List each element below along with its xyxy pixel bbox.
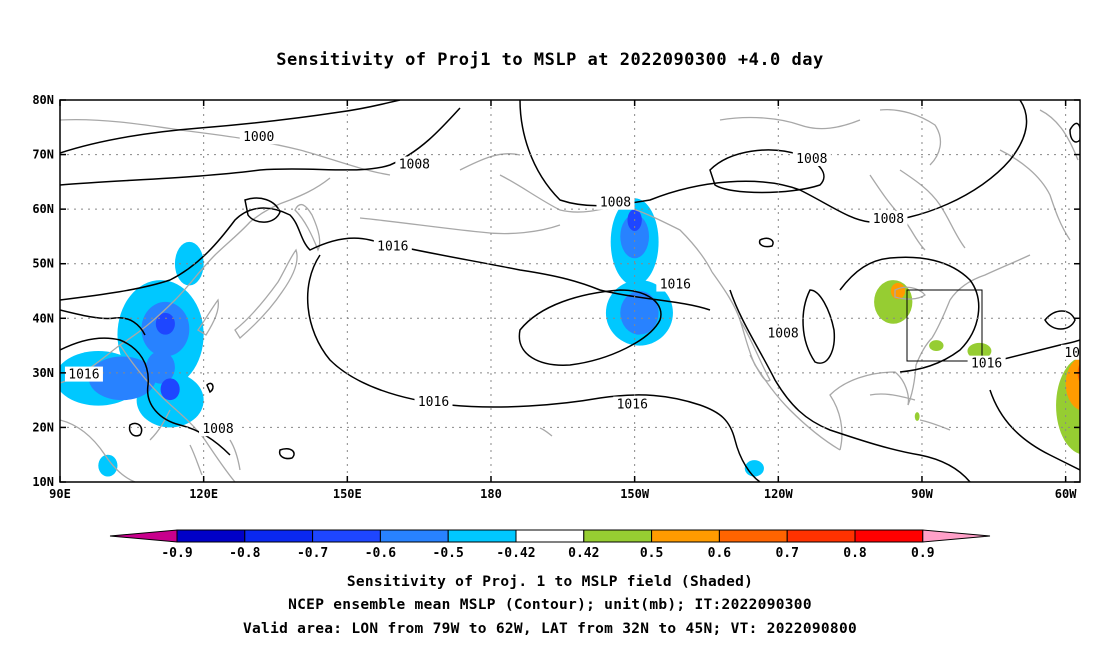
contour-label-bg-1 [395, 156, 434, 172]
colorbar-label-11: 0.9 [911, 546, 934, 561]
lat-label-0: 10N [32, 475, 54, 489]
shade-region-18 [967, 342, 992, 360]
colorbar-label-2: -0.7 [297, 546, 328, 561]
lon-label-1: 120E [189, 487, 218, 501]
colorbar-label-8: 0.6 [708, 546, 732, 561]
contour-label-3: 1008 [796, 152, 827, 167]
colorbar-label-7: 0.5 [640, 546, 663, 561]
caption-valid-area: Valid area: LON from 79W to 62W, LAT fro… [242, 621, 858, 637]
contour-label-9: 1016 [617, 398, 648, 413]
shade-region-7 [155, 312, 175, 335]
shade-region-12 [620, 214, 650, 259]
shade-region-9 [98, 454, 118, 477]
contour-label-13: 1016 [1064, 346, 1095, 361]
colorbar-label-10: 0.8 [843, 546, 867, 561]
lat-label-6: 70N [32, 148, 54, 162]
lon-label-3: 180 [480, 487, 502, 501]
contour-label-bg-8 [414, 393, 453, 409]
contour-labels: 1000 1008 1008 1008 1008 1016 1016 1016 1016 1016… [64, 129, 1095, 437]
contour-label-12: 1016 [971, 357, 1002, 372]
contour-label-bg-10 [764, 325, 803, 341]
shade-region-8 [160, 378, 180, 401]
shade-region-3 [136, 372, 204, 428]
caption-shaded: Sensitivity of Proj. 1 to MSLP field (Sh… [346, 574, 754, 590]
lon-label-2: 150E [333, 487, 362, 501]
contour-label-bg-11 [199, 421, 238, 437]
colorbar: -0.9 -0.8 -0.7 -0.6 -0.5 -0.42 0.42 0.5 0.6 0.7 0.… [109, 529, 991, 561]
shade-region-6 [146, 351, 175, 384]
lon-label-5: 120W [764, 487, 794, 501]
contour-label-bg-6 [656, 276, 695, 292]
colorbar-arrow-left [109, 529, 178, 543]
colorbar-box-9 [786, 529, 856, 543]
contour-label-bg-9 [613, 396, 652, 412]
lat-label-7: 80N [32, 93, 54, 107]
plot-title: Sensitivity of Proj1 to MSLP at 20220903… [276, 50, 824, 70]
colorbar-arrow-right [922, 529, 991, 543]
colorbar-label-3: -0.6 [365, 546, 396, 561]
colorbar-label-5: -0.42 [496, 546, 535, 561]
contour-label-1: 1008 [399, 157, 430, 172]
shade-region-2 [174, 241, 204, 286]
contour-label-bg-5 [373, 238, 412, 254]
contour-label-11: 1008 [202, 422, 233, 437]
contour-label-5: 1016 [377, 239, 408, 254]
contour-label-bg-4 [869, 211, 908, 227]
colorbar-box-4 [447, 529, 517, 543]
colorbar-box-0 [176, 529, 246, 543]
lon-label-0: 90E [49, 487, 71, 501]
sensitivity-shading [60, 198, 1096, 477]
lat-label-3: 40N [32, 311, 54, 325]
colorbar-label-4: -0.5 [433, 546, 464, 561]
colorbar-label-0: -0.9 [161, 546, 192, 561]
valid-area-box [906, 289, 983, 362]
colorbar-label-9: 0.7 [775, 546, 798, 561]
shade-region-22 [1065, 357, 1080, 411]
shade-region-24 [1082, 359, 1096, 375]
colorbar-box-6 [583, 529, 653, 543]
colorbar-box-2 [312, 529, 381, 543]
shade-region-5 [88, 356, 156, 401]
axis-ticks: 90E 120E 150E 180 150W 120W 90W 60W 10N 20N 30N 40N… [32, 93, 1080, 501]
lat-label-4: 50N [32, 257, 54, 271]
shade-region-13 [620, 291, 659, 335]
lat-label-2: 30N [32, 366, 54, 380]
colorbar-box-1 [244, 529, 314, 543]
caption-contour: NCEP ensemble mean MSLP (Contour); unit(… [288, 597, 812, 613]
lon-label-7: 60W [1055, 487, 1077, 501]
contour-label-4: 1008 [873, 212, 904, 227]
contour-label-bg-7 [64, 366, 103, 382]
contour-label-bg-0 [239, 129, 278, 145]
lat-label-5: 60N [32, 202, 54, 216]
contour-label-6: 1016 [660, 278, 691, 293]
plot-frame [59, 99, 1081, 483]
colorbar-box-10 [854, 529, 924, 543]
shade-region-20 [914, 412, 920, 421]
contour-label-0: 1000 [243, 130, 274, 145]
colorbar-label-6: 0.42 [568, 546, 599, 561]
colorbar-label-1: -0.8 [229, 546, 260, 561]
contour-label-7: 1016 [68, 368, 99, 383]
contour-label-bg-13 [1061, 344, 1080, 360]
colorbar-box-5 [515, 529, 585, 543]
lon-label-4: 150W [620, 487, 650, 501]
contour-label-bg-2 [596, 194, 635, 210]
contour-label-8: 1016 [418, 395, 449, 410]
contour-label-2: 1008 [600, 196, 631, 211]
contour-label-10: 1008 [767, 327, 798, 342]
contour-label-bg-3 [792, 151, 831, 167]
colorbar-box-3 [379, 529, 449, 543]
contour-label-bg-12 [967, 355, 1006, 371]
lon-label-6: 90W [911, 487, 933, 501]
lat-label-1: 20N [32, 420, 54, 434]
mslp-contours [60, 100, 1080, 482]
colorbar-box-7 [651, 529, 720, 543]
colorbar-box-8 [718, 529, 788, 543]
shade-region-23 [1077, 363, 1080, 383]
shade-region-17 [890, 282, 906, 300]
shade-region-19 [929, 340, 944, 352]
